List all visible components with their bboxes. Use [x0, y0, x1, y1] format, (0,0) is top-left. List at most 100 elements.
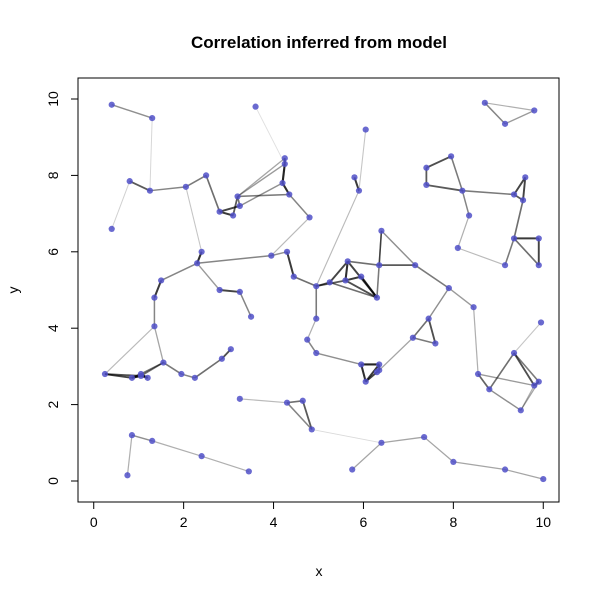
correlation-edge	[513, 322, 542, 354]
y-axis-label: y	[5, 287, 21, 294]
correlation-edge	[457, 215, 470, 249]
data-point	[349, 466, 356, 473]
data-point	[510, 349, 518, 357]
data-point	[448, 153, 455, 160]
y-axis: 0 2 4 6 8 10	[45, 91, 79, 485]
data-point	[313, 283, 320, 290]
correlation-edge	[484, 102, 506, 125]
correlation-edge	[149, 118, 153, 191]
data-point	[409, 334, 417, 341]
data-point	[308, 426, 315, 433]
data-point	[326, 279, 333, 286]
correlation-edge	[513, 237, 540, 266]
correlation-edge	[126, 435, 133, 476]
data-point	[459, 187, 466, 194]
correlation-edge	[504, 109, 535, 125]
data-point	[216, 208, 223, 215]
correlation-edge	[426, 184, 463, 192]
data-point	[149, 115, 156, 122]
data-point	[486, 386, 493, 393]
correlation-edge	[281, 163, 286, 184]
x-tick-label: 0	[90, 514, 98, 530]
data-point	[378, 227, 385, 234]
correlation-edge	[450, 156, 464, 191]
data-point	[355, 187, 363, 194]
data-point	[283, 248, 291, 255]
data-point	[450, 458, 457, 465]
data-point	[236, 395, 243, 402]
data-point	[160, 359, 167, 366]
data-point	[108, 101, 115, 108]
data-point	[432, 340, 439, 347]
correlation-edge	[488, 352, 515, 390]
data-point	[535, 262, 542, 269]
data-point	[191, 374, 198, 381]
data-point	[423, 181, 430, 189]
data-point	[376, 367, 383, 374]
data-point	[358, 361, 365, 368]
data-point	[412, 262, 419, 269]
correlation-edge	[151, 440, 202, 457]
correlation-edge	[428, 287, 450, 320]
data-point	[535, 235, 542, 242]
data-point	[470, 304, 477, 311]
data-point	[234, 193, 241, 200]
data-point	[425, 315, 432, 322]
data-point	[126, 178, 133, 185]
chart-title: Correlation inferred from model	[191, 33, 447, 52]
data-point	[124, 472, 131, 479]
correlation-edge	[347, 260, 380, 266]
correlation-edge	[270, 217, 310, 257]
data-point	[519, 197, 527, 204]
correlation-edge	[239, 291, 252, 318]
data-point	[198, 453, 205, 460]
data-point	[227, 346, 234, 353]
correlation-edge	[412, 336, 436, 345]
data-point	[313, 349, 320, 357]
correlation-edge	[484, 102, 535, 112]
data-point	[481, 99, 488, 106]
data-point	[522, 174, 529, 181]
x-axis-label: x	[316, 563, 323, 579]
data-point	[158, 277, 165, 284]
correlation-edge	[239, 182, 283, 207]
data-point	[376, 361, 383, 368]
y-tick-label: 2	[45, 400, 61, 408]
data-point	[216, 286, 223, 294]
data-point	[245, 468, 252, 475]
correlation-edge	[329, 281, 378, 299]
correlation-edge	[194, 358, 223, 379]
correlation-edge	[237, 157, 286, 197]
data-point	[281, 160, 288, 168]
correlation-edge	[140, 361, 164, 375]
data-point	[465, 212, 473, 219]
x-tick-label: 2	[180, 514, 188, 530]
correlation-edge	[301, 400, 313, 430]
correlation-edge	[448, 287, 475, 308]
correlation-edge	[104, 325, 155, 375]
x-tick-label: 6	[360, 514, 368, 530]
correlation-edge	[288, 194, 311, 218]
data-point	[373, 294, 381, 301]
point-layer	[101, 99, 547, 483]
correlation-edge	[504, 468, 544, 480]
data-point	[236, 288, 243, 296]
data-point	[247, 313, 255, 320]
correlation-edge	[129, 180, 151, 192]
correlation-edge	[185, 186, 203, 252]
data-point	[182, 183, 189, 190]
correlation-edge	[414, 264, 450, 289]
y-tick-label: 4	[45, 324, 61, 332]
correlation-edge	[149, 186, 186, 192]
correlation-edge	[423, 436, 454, 463]
data-point	[306, 214, 313, 221]
data-point	[279, 179, 286, 187]
correlation-edge	[205, 175, 221, 212]
y-tick-label: 8	[45, 171, 61, 179]
correlation-edge	[239, 398, 288, 404]
correlation-edge	[185, 174, 207, 188]
data-point	[151, 323, 158, 330]
x-tick-label: 8	[449, 514, 457, 530]
x-axis: 0 2 4 6 8 10	[90, 501, 551, 530]
correlation-edge	[232, 196, 239, 216]
